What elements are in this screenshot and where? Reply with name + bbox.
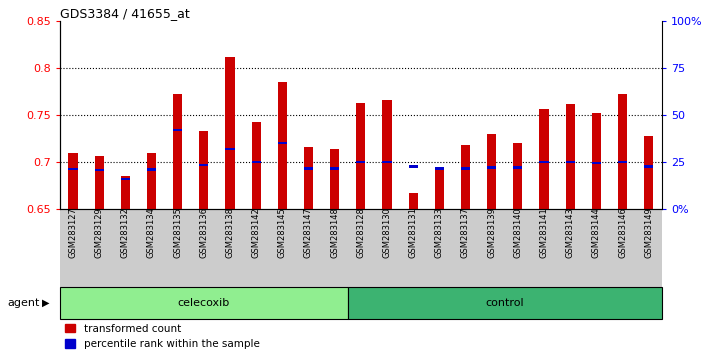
Bar [382,100,391,209]
Bar [513,166,522,169]
Bar [225,57,234,209]
Bar [147,168,156,171]
Bar [618,95,627,209]
Bar [173,95,182,209]
Bar [94,169,103,171]
Bar [408,193,417,209]
Bar [461,167,470,170]
Bar [408,165,417,168]
Bar [330,167,339,170]
Bar [382,161,391,163]
Bar [513,143,522,209]
Bar [120,178,130,181]
Bar [356,161,365,163]
Bar [644,165,653,168]
Text: ▶: ▶ [42,298,50,308]
Bar [592,162,601,164]
Bar [565,104,574,209]
Bar [277,82,287,209]
Bar [225,148,234,150]
Bar [435,170,444,209]
Bar [120,176,130,209]
Bar [356,103,365,209]
Text: agent: agent [7,298,39,308]
Bar [147,153,156,209]
Text: GDS3384 / 41655_at: GDS3384 / 41655_at [60,7,189,20]
Bar [539,161,548,163]
Bar [304,167,313,170]
Bar [251,122,260,209]
Text: control: control [486,298,524,308]
Text: celecoxib: celecoxib [177,298,230,308]
Bar [644,136,653,209]
Bar [94,156,103,209]
Bar [60,287,348,319]
Bar [68,167,77,170]
Bar [277,142,287,144]
Bar [199,164,208,166]
Bar [487,166,496,169]
Bar [435,167,444,170]
Bar [592,113,601,209]
Bar [199,131,208,209]
Bar [461,145,470,209]
Bar [68,153,77,209]
Bar [487,134,496,209]
Bar [539,109,548,209]
Legend: transformed count, percentile rank within the sample: transformed count, percentile rank withi… [65,324,260,349]
Bar [330,149,339,209]
Bar [251,161,260,163]
Bar [348,287,662,319]
Bar [173,129,182,131]
Bar [565,161,574,163]
Bar [618,161,627,163]
Bar [304,147,313,209]
